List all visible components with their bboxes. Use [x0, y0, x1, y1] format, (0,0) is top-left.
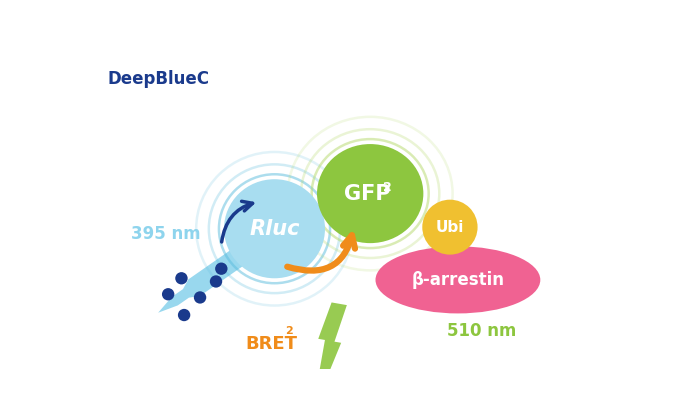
- Text: DeepBlueC: DeepBlueC: [107, 70, 209, 88]
- Ellipse shape: [224, 179, 325, 278]
- Circle shape: [175, 272, 188, 284]
- Circle shape: [210, 275, 222, 288]
- Ellipse shape: [317, 144, 423, 243]
- Text: 2: 2: [383, 181, 392, 194]
- Circle shape: [162, 288, 174, 300]
- Text: 2: 2: [285, 326, 293, 336]
- Circle shape: [194, 291, 206, 304]
- Text: GFP: GFP: [344, 183, 390, 204]
- Circle shape: [215, 263, 228, 275]
- Polygon shape: [158, 233, 267, 313]
- Text: Rluc: Rluc: [249, 219, 300, 239]
- Polygon shape: [318, 303, 347, 372]
- Circle shape: [423, 200, 477, 255]
- Text: 510 nm: 510 nm: [447, 322, 517, 340]
- Text: β-arrestin: β-arrestin: [412, 271, 504, 289]
- Ellipse shape: [375, 247, 541, 313]
- Text: 395 nm: 395 nm: [131, 225, 200, 242]
- Text: Ubi: Ubi: [436, 220, 464, 234]
- Text: BRET: BRET: [246, 335, 297, 353]
- Circle shape: [178, 309, 190, 321]
